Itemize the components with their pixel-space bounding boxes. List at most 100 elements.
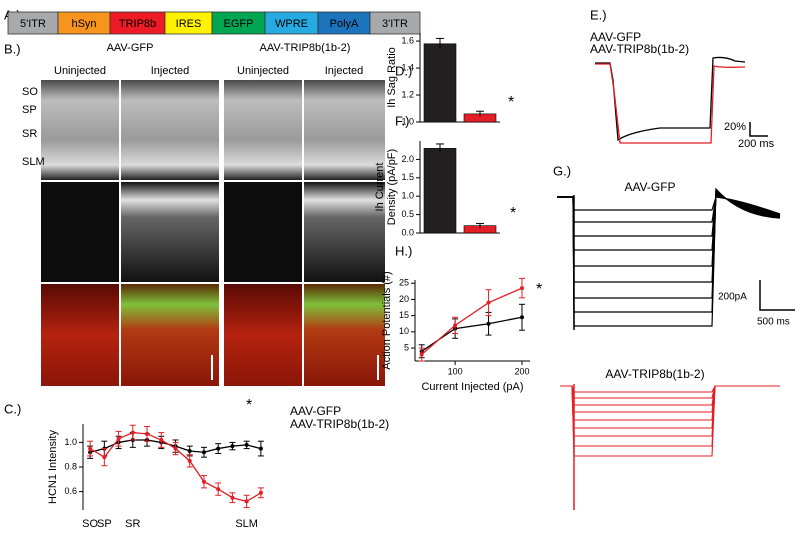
point	[244, 499, 249, 504]
trace	[595, 56, 746, 142]
image	[121, 80, 219, 180]
y-tick-label: 20	[399, 294, 409, 304]
construct-label: 5'ITR	[20, 18, 46, 30]
x-tick-label: SP	[97, 518, 112, 530]
trace	[560, 385, 780, 406]
trace-title: AAV-TRIP8b(1b-2)	[605, 367, 704, 381]
image	[224, 80, 302, 180]
point	[486, 300, 491, 305]
trace	[560, 385, 780, 447]
column-label: Uninjected	[237, 65, 289, 77]
y-tick-label: 5	[404, 342, 409, 352]
point	[187, 449, 192, 454]
point	[244, 442, 249, 447]
column-label: Injected	[325, 65, 364, 77]
image	[41, 80, 119, 180]
point	[419, 352, 424, 357]
legend-label: AAV-GFP	[290, 404, 341, 418]
image	[224, 284, 302, 386]
scale-bar	[749, 122, 768, 137]
panel-label: E.)	[590, 7, 607, 22]
point	[102, 455, 107, 460]
panel-label: F.)	[395, 113, 409, 128]
trace	[595, 63, 746, 144]
panel-label: G.)	[553, 163, 571, 178]
annotation: *	[508, 94, 514, 111]
group-label: AAV-TRIP8b(1b-2)	[260, 42, 351, 54]
construct-label: TRIP8b	[119, 18, 156, 30]
scale-label: 20%	[724, 121, 746, 133]
column-label: Injected	[151, 65, 190, 77]
panel-label: D.)	[395, 63, 412, 78]
construct-label: 3'ITR	[382, 18, 408, 30]
image	[41, 284, 119, 386]
y-axis-label: Ih Current	[374, 163, 386, 212]
point	[159, 437, 164, 442]
point	[258, 490, 263, 495]
point	[216, 487, 221, 492]
x-tick-label: 200	[514, 366, 529, 376]
y-tick-label: 1.0	[64, 437, 77, 447]
x-tick-label: SLM	[235, 518, 258, 530]
y-tick-label: 0.5	[401, 209, 414, 219]
construct-label: IRES	[176, 18, 202, 30]
point	[88, 446, 93, 451]
line	[421, 316, 523, 352]
y-tick-label: 0.0	[401, 227, 414, 237]
y-axis-label: Ih Sag Ratio	[386, 47, 398, 108]
trace	[560, 385, 780, 393]
trace	[557, 187, 781, 327]
point	[216, 446, 221, 451]
y-tick-label: 10	[399, 326, 409, 336]
point	[145, 431, 150, 436]
point	[201, 450, 206, 455]
y-axis-label: Action Potentials (#)	[381, 271, 393, 369]
y-tick-label: 0.8	[64, 461, 77, 471]
construct-label: hSyn	[71, 18, 96, 30]
y-tick-label: 15	[399, 310, 409, 320]
image	[224, 182, 302, 282]
scale-label: 200pA	[718, 292, 747, 303]
y-tick-label: 1.4	[401, 62, 414, 72]
point	[116, 436, 121, 441]
point	[187, 458, 192, 463]
group-label: AAV-GFP	[107, 42, 154, 54]
y-tick-label: 1.0	[401, 191, 414, 201]
image	[304, 284, 385, 386]
image	[121, 182, 219, 282]
y-tick-label: 0.6	[64, 486, 77, 496]
trace	[560, 385, 780, 413]
panel-label: C.)	[4, 401, 21, 416]
point	[230, 495, 235, 500]
y-axis-label: HCN1 Intensity	[47, 430, 59, 504]
scale-bar	[759, 280, 795, 311]
layer-label: SO	[22, 86, 38, 98]
layer-label: SP	[22, 104, 37, 116]
point	[201, 479, 206, 484]
y-axis-label: Density (pA/pF)	[386, 149, 398, 225]
construct-label: PolyA	[330, 18, 359, 30]
point	[230, 444, 235, 449]
scale-label: 500 ms	[757, 317, 790, 328]
construct-label: WPRE	[275, 18, 308, 30]
point	[258, 446, 263, 451]
y-tick-label: 1.2	[401, 89, 414, 99]
x-tick-label: SO	[82, 518, 98, 530]
layer-label: SLM	[22, 156, 45, 168]
column-label: Uninjected	[54, 65, 106, 77]
annotation: *	[246, 397, 252, 414]
image	[304, 80, 385, 180]
annotation: *	[510, 205, 516, 222]
trace	[560, 385, 780, 421]
point	[173, 446, 178, 451]
point	[519, 286, 524, 291]
histology-images	[41, 80, 385, 386]
legend-label: AAV-TRIP8b(1b-2)	[290, 417, 389, 431]
y-tick-label: 2.0	[401, 154, 414, 164]
trace-title: AAV-GFP	[624, 180, 675, 194]
image	[41, 182, 119, 282]
legend-label: AAV-GFP	[590, 30, 641, 44]
y-tick-label: 1.6	[401, 35, 414, 45]
